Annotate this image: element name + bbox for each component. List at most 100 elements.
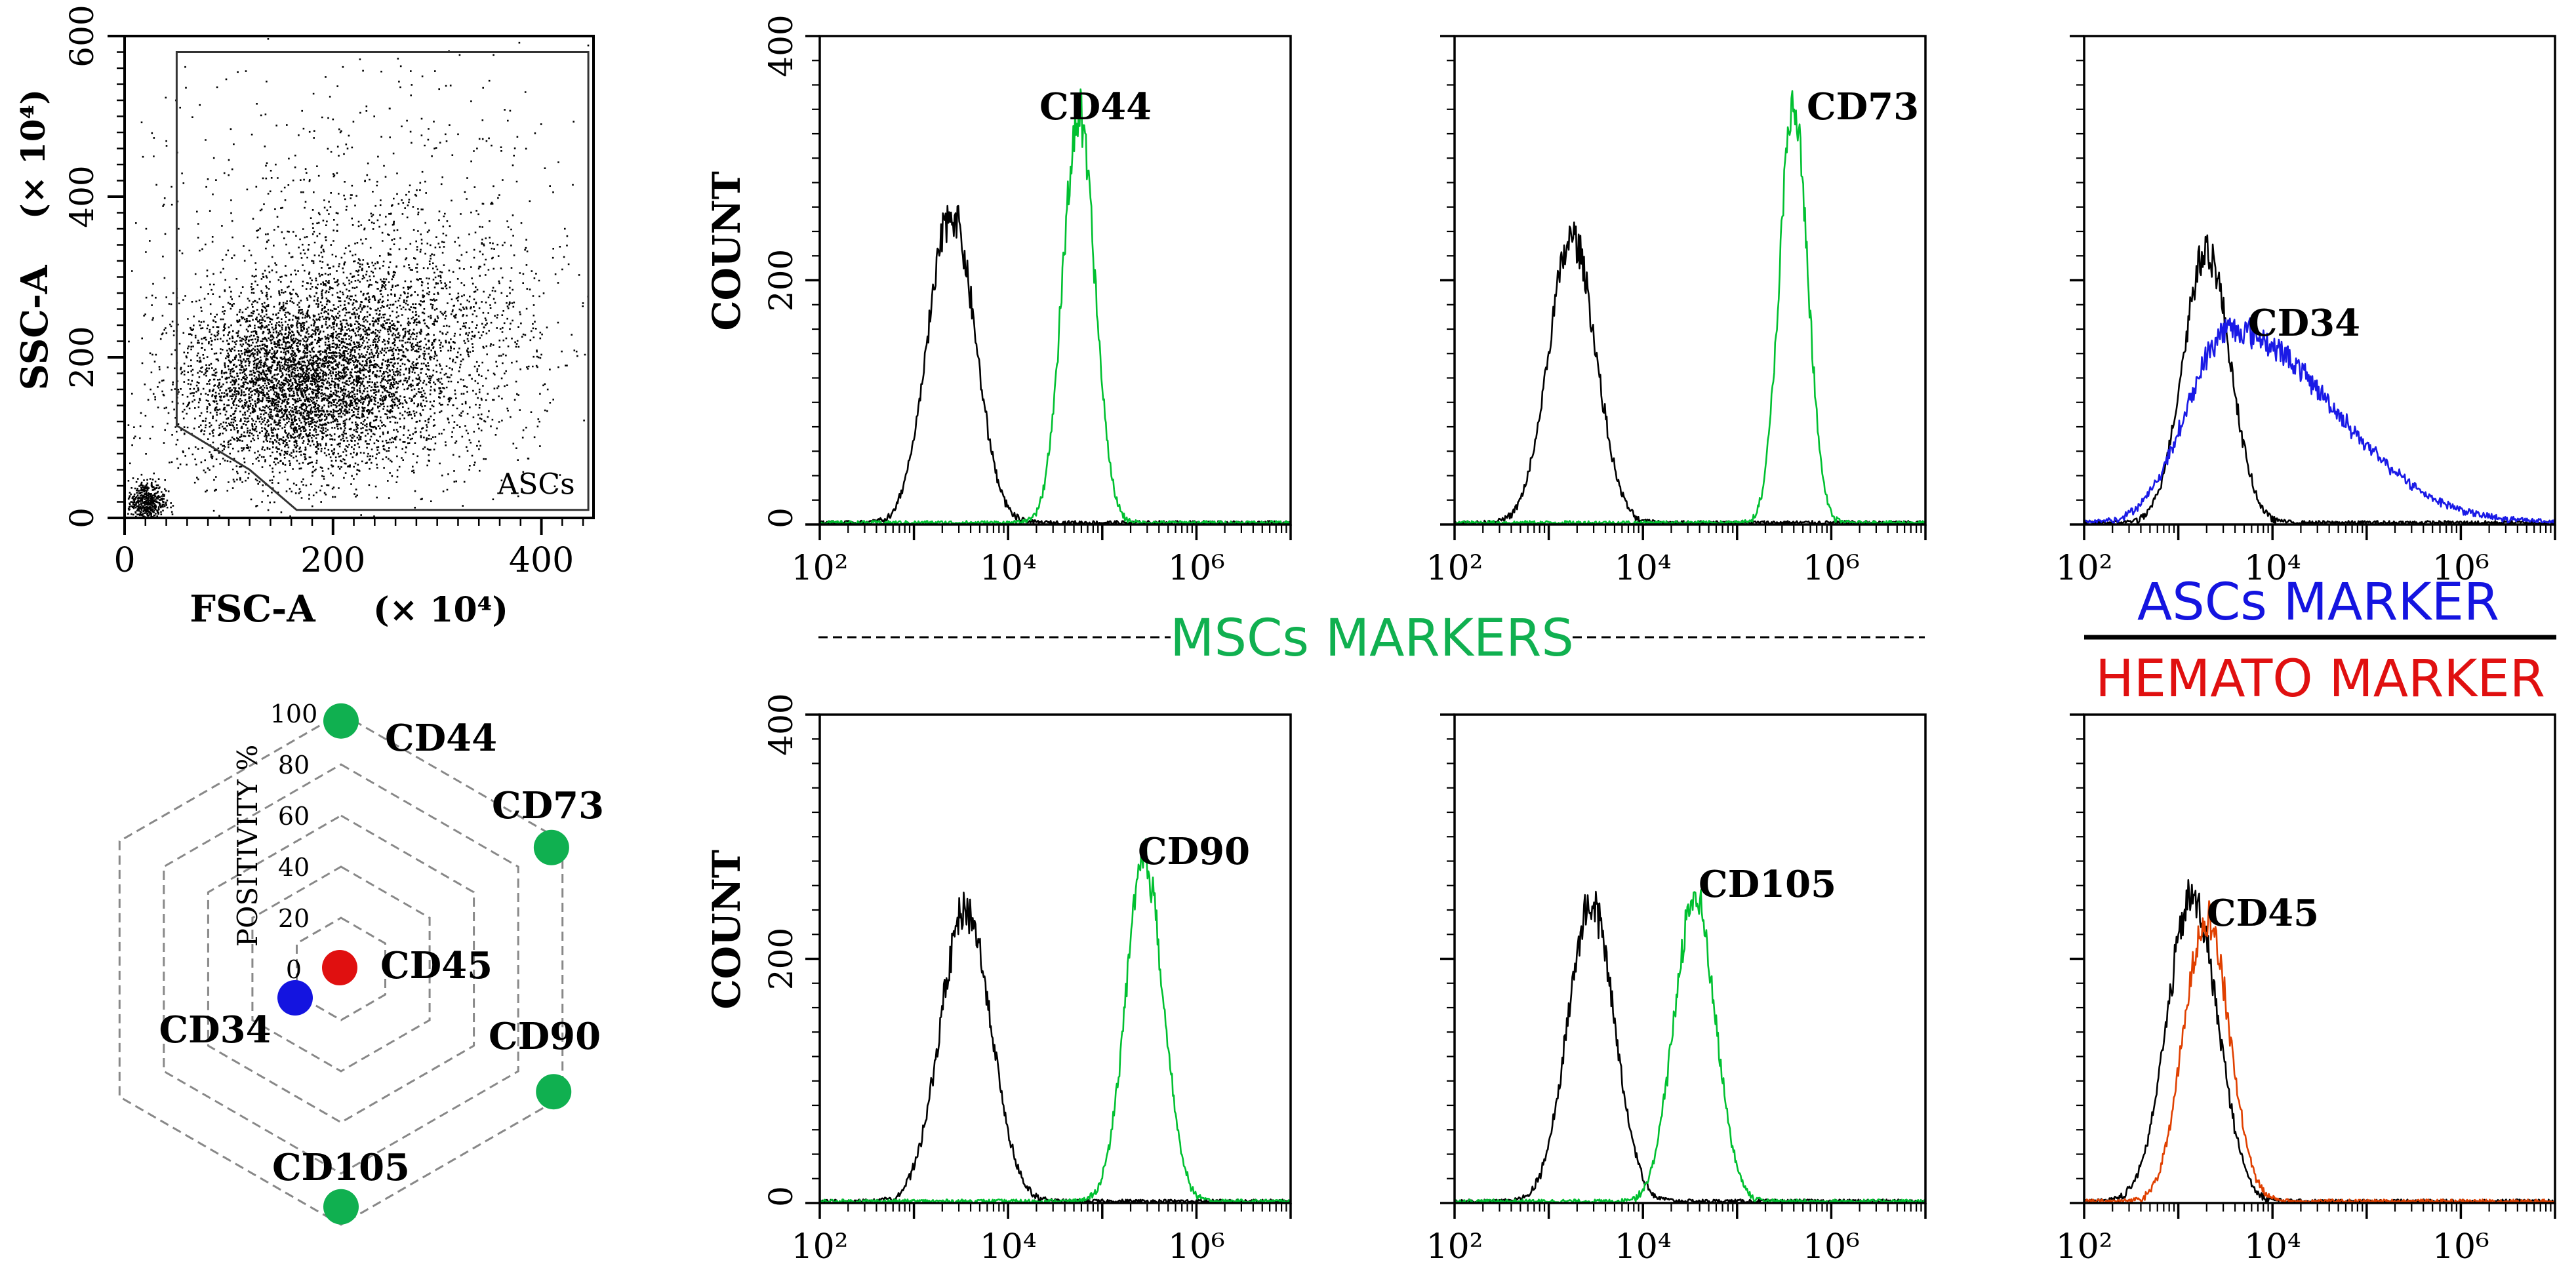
series-cd44 <box>819 88 1291 526</box>
histogram-cd44: 10² 10⁴ 10⁶ 0 200 400 COUNT CD44 <box>704 14 1292 588</box>
x-tick-label: 400 <box>509 541 574 580</box>
plot-frame <box>2083 713 2556 1204</box>
y-tick-label: 0 <box>63 507 101 528</box>
x-tick-label: 10⁴ <box>2244 549 2301 588</box>
plot-frame <box>1453 713 1927 1204</box>
y-tick-label: 400 <box>63 165 101 227</box>
x-tick-label: 10² <box>2055 1227 2112 1264</box>
y-tick-label: 0 <box>762 507 800 528</box>
series-cd73 <box>1453 90 1926 526</box>
radar-tick-label: 60 <box>278 802 310 831</box>
marker-label: CD44 <box>1039 85 1152 128</box>
x-tick-label: 10⁴ <box>1615 549 1672 588</box>
marker-type-legend: ASCs MARKER HEMATO MARKER <box>2084 573 2556 709</box>
x-tick-label: 10⁶ <box>1168 549 1225 588</box>
marker-label: CD73 <box>1807 85 1919 128</box>
radar-label-cd105: CD105 <box>272 1146 410 1189</box>
x-tick-label: 10⁴ <box>980 1227 1037 1264</box>
x-tick-label: 10² <box>1426 549 1483 588</box>
x-tick-label: 10⁶ <box>1168 1227 1225 1264</box>
marker-label: CD45 <box>2207 892 2319 935</box>
series-cd90 <box>819 838 1292 1204</box>
radar-point-cd73 <box>533 829 569 865</box>
y-axis-label: SSC-A <box>13 264 56 390</box>
radar-tick-label: 40 <box>278 853 310 882</box>
x-tick-label: 10⁴ <box>2244 1227 2301 1264</box>
y-axis-label: COUNT <box>704 171 749 330</box>
gate-label: ASCs <box>497 467 575 501</box>
histogram-cd105: 10² 10⁴ 10⁶ CD105 <box>1426 713 1927 1264</box>
radar-point-cd44 <box>323 703 359 739</box>
histogram-cd90: 10² 10⁴ 10⁶ 0 200 400 COUNT CD90 <box>704 693 1292 1264</box>
hemato-marker-label: HEMATO MARKER <box>2095 650 2545 709</box>
x-tick-label: 10⁶ <box>2432 1227 2489 1264</box>
scatter-plot: ASCs 0 200 400 0 200 400 600 FSC-A (× 10⁴) SSC-A (×… <box>13 5 595 631</box>
x-tick-label: 10⁴ <box>980 549 1037 588</box>
radar-tick-label: 100 <box>270 700 318 728</box>
series-control <box>1453 221 1927 526</box>
marker-label: CD105 <box>1699 863 1836 906</box>
x-tick-label: 10² <box>791 1227 848 1264</box>
radar-label-cd44: CD44 <box>385 717 497 760</box>
radar-label-cd45: CD45 <box>380 944 493 987</box>
radar-tick-label: 20 <box>278 904 310 933</box>
marker-label: CD34 <box>2248 302 2360 345</box>
y-axis-unit: (× 10⁴) <box>14 89 52 219</box>
histogram-cd45: 10² 10⁴ 10⁶ CD45 <box>2055 713 2556 1264</box>
y-tick-label: 400 <box>762 693 800 755</box>
asc-gate <box>175 51 590 511</box>
x-tick-label: 200 <box>300 541 365 580</box>
series-cd105 <box>1454 889 1926 1204</box>
x-tick-label: 10² <box>791 549 848 588</box>
scatter-events <box>127 38 590 519</box>
radar-point-cd90 <box>536 1074 572 1110</box>
histogram-cd34: 10² 10⁴ 10⁶ CD34 <box>2055 35 2556 588</box>
radar-grid-ring <box>163 763 519 1175</box>
radar-label-cd90: CD90 <box>489 1015 601 1058</box>
y-tick-label: 0 <box>762 1186 800 1207</box>
histogram-cd73: 10² 10⁴ 10⁶ CD73 <box>1426 35 1927 588</box>
radar-point-cd45 <box>322 950 357 985</box>
radar-grid-ring <box>296 917 386 1021</box>
x-tick-label: 10⁶ <box>1803 549 1860 588</box>
x-tick-label: 0 <box>113 541 135 580</box>
x-axis-label: FSC-A <box>190 587 316 631</box>
radar-grid-ring <box>118 712 564 1226</box>
series-control <box>818 892 1292 1204</box>
y-tick-label: 600 <box>63 5 101 67</box>
y-tick-label: 200 <box>63 326 101 388</box>
radar-point-cd105 <box>323 1189 359 1225</box>
radar-tick-label: 80 <box>278 751 310 780</box>
y-tick-label: 200 <box>762 249 800 311</box>
x-tick-label: 10² <box>2055 549 2112 588</box>
y-tick-label: 400 <box>762 14 800 77</box>
radar-grid-ring <box>251 865 431 1073</box>
y-axis-label: COUNT <box>704 850 749 1009</box>
series-control <box>819 205 1292 526</box>
x-tick-label: 10⁶ <box>1803 1227 1860 1264</box>
radar-label-cd34: CD34 <box>159 1008 271 1052</box>
plot-frame <box>2083 35 2556 526</box>
msc-markers-legend: MSCs MARKERS <box>818 609 1925 668</box>
plot-frame <box>818 713 1292 1204</box>
x-axis-unit: (× 10⁴) <box>373 590 508 630</box>
radar-grid-ring <box>207 814 475 1124</box>
series-control <box>1454 890 1927 1204</box>
marker-label: CD90 <box>1138 830 1250 873</box>
radar-tick-label: 0 <box>286 955 302 984</box>
msc-markers-label: MSCs MARKERS <box>1170 609 1574 668</box>
y-tick-label: 200 <box>762 928 800 990</box>
radar-label-cd73: CD73 <box>492 784 604 827</box>
series-control <box>2083 879 2556 1204</box>
x-tick-label: 10⁶ <box>2432 549 2489 588</box>
radar-axis-label: POSITIVITY % <box>231 745 264 947</box>
scatter-frame <box>123 35 595 519</box>
series-cd45 <box>2083 900 2556 1204</box>
radar-point-cd34 <box>277 980 313 1016</box>
x-tick-label: 10² <box>1426 1227 1483 1264</box>
ascs-marker-label: ASCs MARKER <box>2137 573 2499 632</box>
x-tick-label: 10⁴ <box>1615 1227 1672 1264</box>
